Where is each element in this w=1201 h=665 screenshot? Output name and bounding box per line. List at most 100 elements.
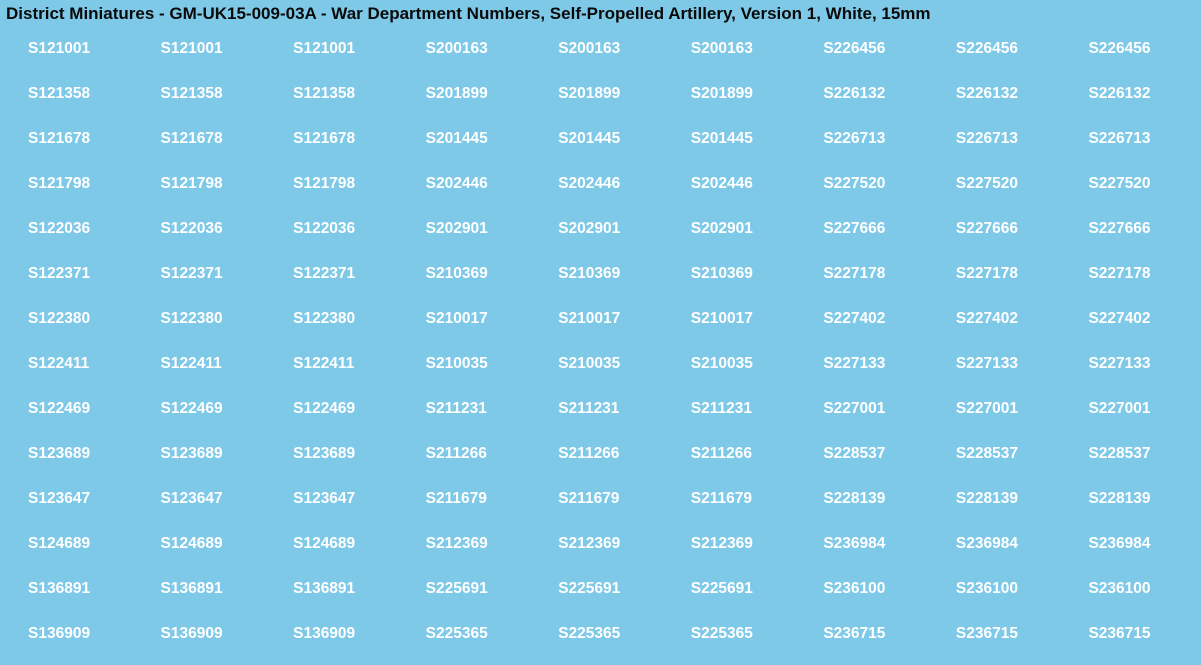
number-cell: S211266 (402, 445, 535, 463)
number-cell: S121678 (137, 130, 270, 148)
number-cell: S201899 (667, 85, 800, 103)
number-cell: S227666 (1064, 220, 1197, 238)
number-cell: S202901 (667, 220, 800, 238)
number-cell: S225365 (667, 625, 800, 643)
number-cell: S210017 (534, 310, 667, 328)
number-cell: S226713 (799, 130, 932, 148)
number-cell: S227133 (799, 355, 932, 373)
number-cell: S226456 (932, 40, 1065, 58)
number-cell: S225365 (402, 625, 535, 643)
number-cell: S124689 (4, 535, 137, 553)
number-cell: S122371 (137, 265, 270, 283)
number-cell: S227001 (1064, 400, 1197, 418)
number-cell: S202901 (534, 220, 667, 238)
number-cell: S202446 (402, 175, 535, 193)
number-cell: S122380 (137, 310, 270, 328)
number-cell: S211231 (667, 400, 800, 418)
number-cell: S122371 (4, 265, 137, 283)
number-cell: S236984 (1064, 535, 1197, 553)
number-cell: S226132 (799, 85, 932, 103)
number-cell: S210035 (402, 355, 535, 373)
number-cell: S201899 (402, 85, 535, 103)
number-cell: S122371 (269, 265, 402, 283)
number-cell: S210035 (667, 355, 800, 373)
number-cell: S227520 (799, 175, 932, 193)
number-cell: S210017 (667, 310, 800, 328)
number-cell: S228537 (799, 445, 932, 463)
number-cell: S123647 (4, 490, 137, 508)
number-cell: S236100 (1064, 580, 1197, 598)
number-cell: S211231 (534, 400, 667, 418)
number-cell: S226456 (799, 40, 932, 58)
number-cell: S123689 (137, 445, 270, 463)
number-cell: S211266 (667, 445, 800, 463)
number-cell: S201445 (534, 130, 667, 148)
number-cell: S121798 (269, 175, 402, 193)
number-cell: S212369 (534, 535, 667, 553)
number-cell: S227520 (932, 175, 1065, 193)
number-cell: S124689 (269, 535, 402, 553)
number-cell: S121678 (269, 130, 402, 148)
number-cell: S211266 (534, 445, 667, 463)
number-cell: S212369 (667, 535, 800, 553)
number-cell: S122469 (269, 400, 402, 418)
number-cell: S136909 (4, 625, 137, 643)
number-cell: S227001 (799, 400, 932, 418)
number-cell: S210369 (402, 265, 535, 283)
number-cell: S123647 (137, 490, 270, 508)
number-cell: S201445 (402, 130, 535, 148)
number-cell: S122380 (269, 310, 402, 328)
number-cell: S226132 (1064, 85, 1197, 103)
number-cell: S200163 (667, 40, 800, 58)
number-cell: S211679 (402, 490, 535, 508)
number-cell: S236100 (932, 580, 1065, 598)
number-cell: S227666 (932, 220, 1065, 238)
number-cell: S122411 (4, 355, 137, 373)
number-cell: S121358 (269, 85, 402, 103)
number-cell: S124689 (137, 535, 270, 553)
number-cell: S136891 (137, 580, 270, 598)
number-cell: S122411 (137, 355, 270, 373)
number-cell: S121358 (137, 85, 270, 103)
number-cell: S123647 (269, 490, 402, 508)
number-cell: S201445 (667, 130, 800, 148)
number-cell: S227133 (1064, 355, 1197, 373)
number-cell: S228537 (1064, 445, 1197, 463)
number-cell: S225365 (534, 625, 667, 643)
number-cell: S122036 (4, 220, 137, 238)
number-cell: S122036 (137, 220, 270, 238)
number-cell: S200163 (402, 40, 535, 58)
number-cell: S212369 (402, 535, 535, 553)
number-cell: S136891 (4, 580, 137, 598)
number-cell: S236984 (799, 535, 932, 553)
number-cell: S227666 (799, 220, 932, 238)
number-cell: S227001 (932, 400, 1065, 418)
decal-sheet: District Miniatures - GM-UK15-009-03A - … (0, 0, 1201, 665)
number-cell: S236715 (799, 625, 932, 643)
number-cell: S226713 (932, 130, 1065, 148)
number-cell: S122411 (269, 355, 402, 373)
number-cell: S225691 (534, 580, 667, 598)
number-cell: S202446 (534, 175, 667, 193)
number-cell: S121001 (269, 40, 402, 58)
number-cell: S210369 (667, 265, 800, 283)
number-cell: S122380 (4, 310, 137, 328)
number-cell: S200163 (534, 40, 667, 58)
number-cell: S227520 (1064, 175, 1197, 193)
number-cell: S236100 (799, 580, 932, 598)
number-grid: S121001S121001S121001S200163S200163S2001… (0, 26, 1201, 656)
number-cell: S228537 (932, 445, 1065, 463)
number-cell: S228139 (932, 490, 1065, 508)
number-cell: S121798 (137, 175, 270, 193)
number-cell: S236715 (932, 625, 1065, 643)
sheet-title: District Miniatures - GM-UK15-009-03A - … (0, 0, 1201, 26)
number-cell: S225691 (402, 580, 535, 598)
number-cell: S211231 (402, 400, 535, 418)
number-cell: S226713 (1064, 130, 1197, 148)
number-cell: S227178 (932, 265, 1065, 283)
number-cell: S121678 (4, 130, 137, 148)
number-cell: S227402 (799, 310, 932, 328)
number-cell: S225691 (667, 580, 800, 598)
number-cell: S227178 (799, 265, 932, 283)
number-cell: S202901 (402, 220, 535, 238)
